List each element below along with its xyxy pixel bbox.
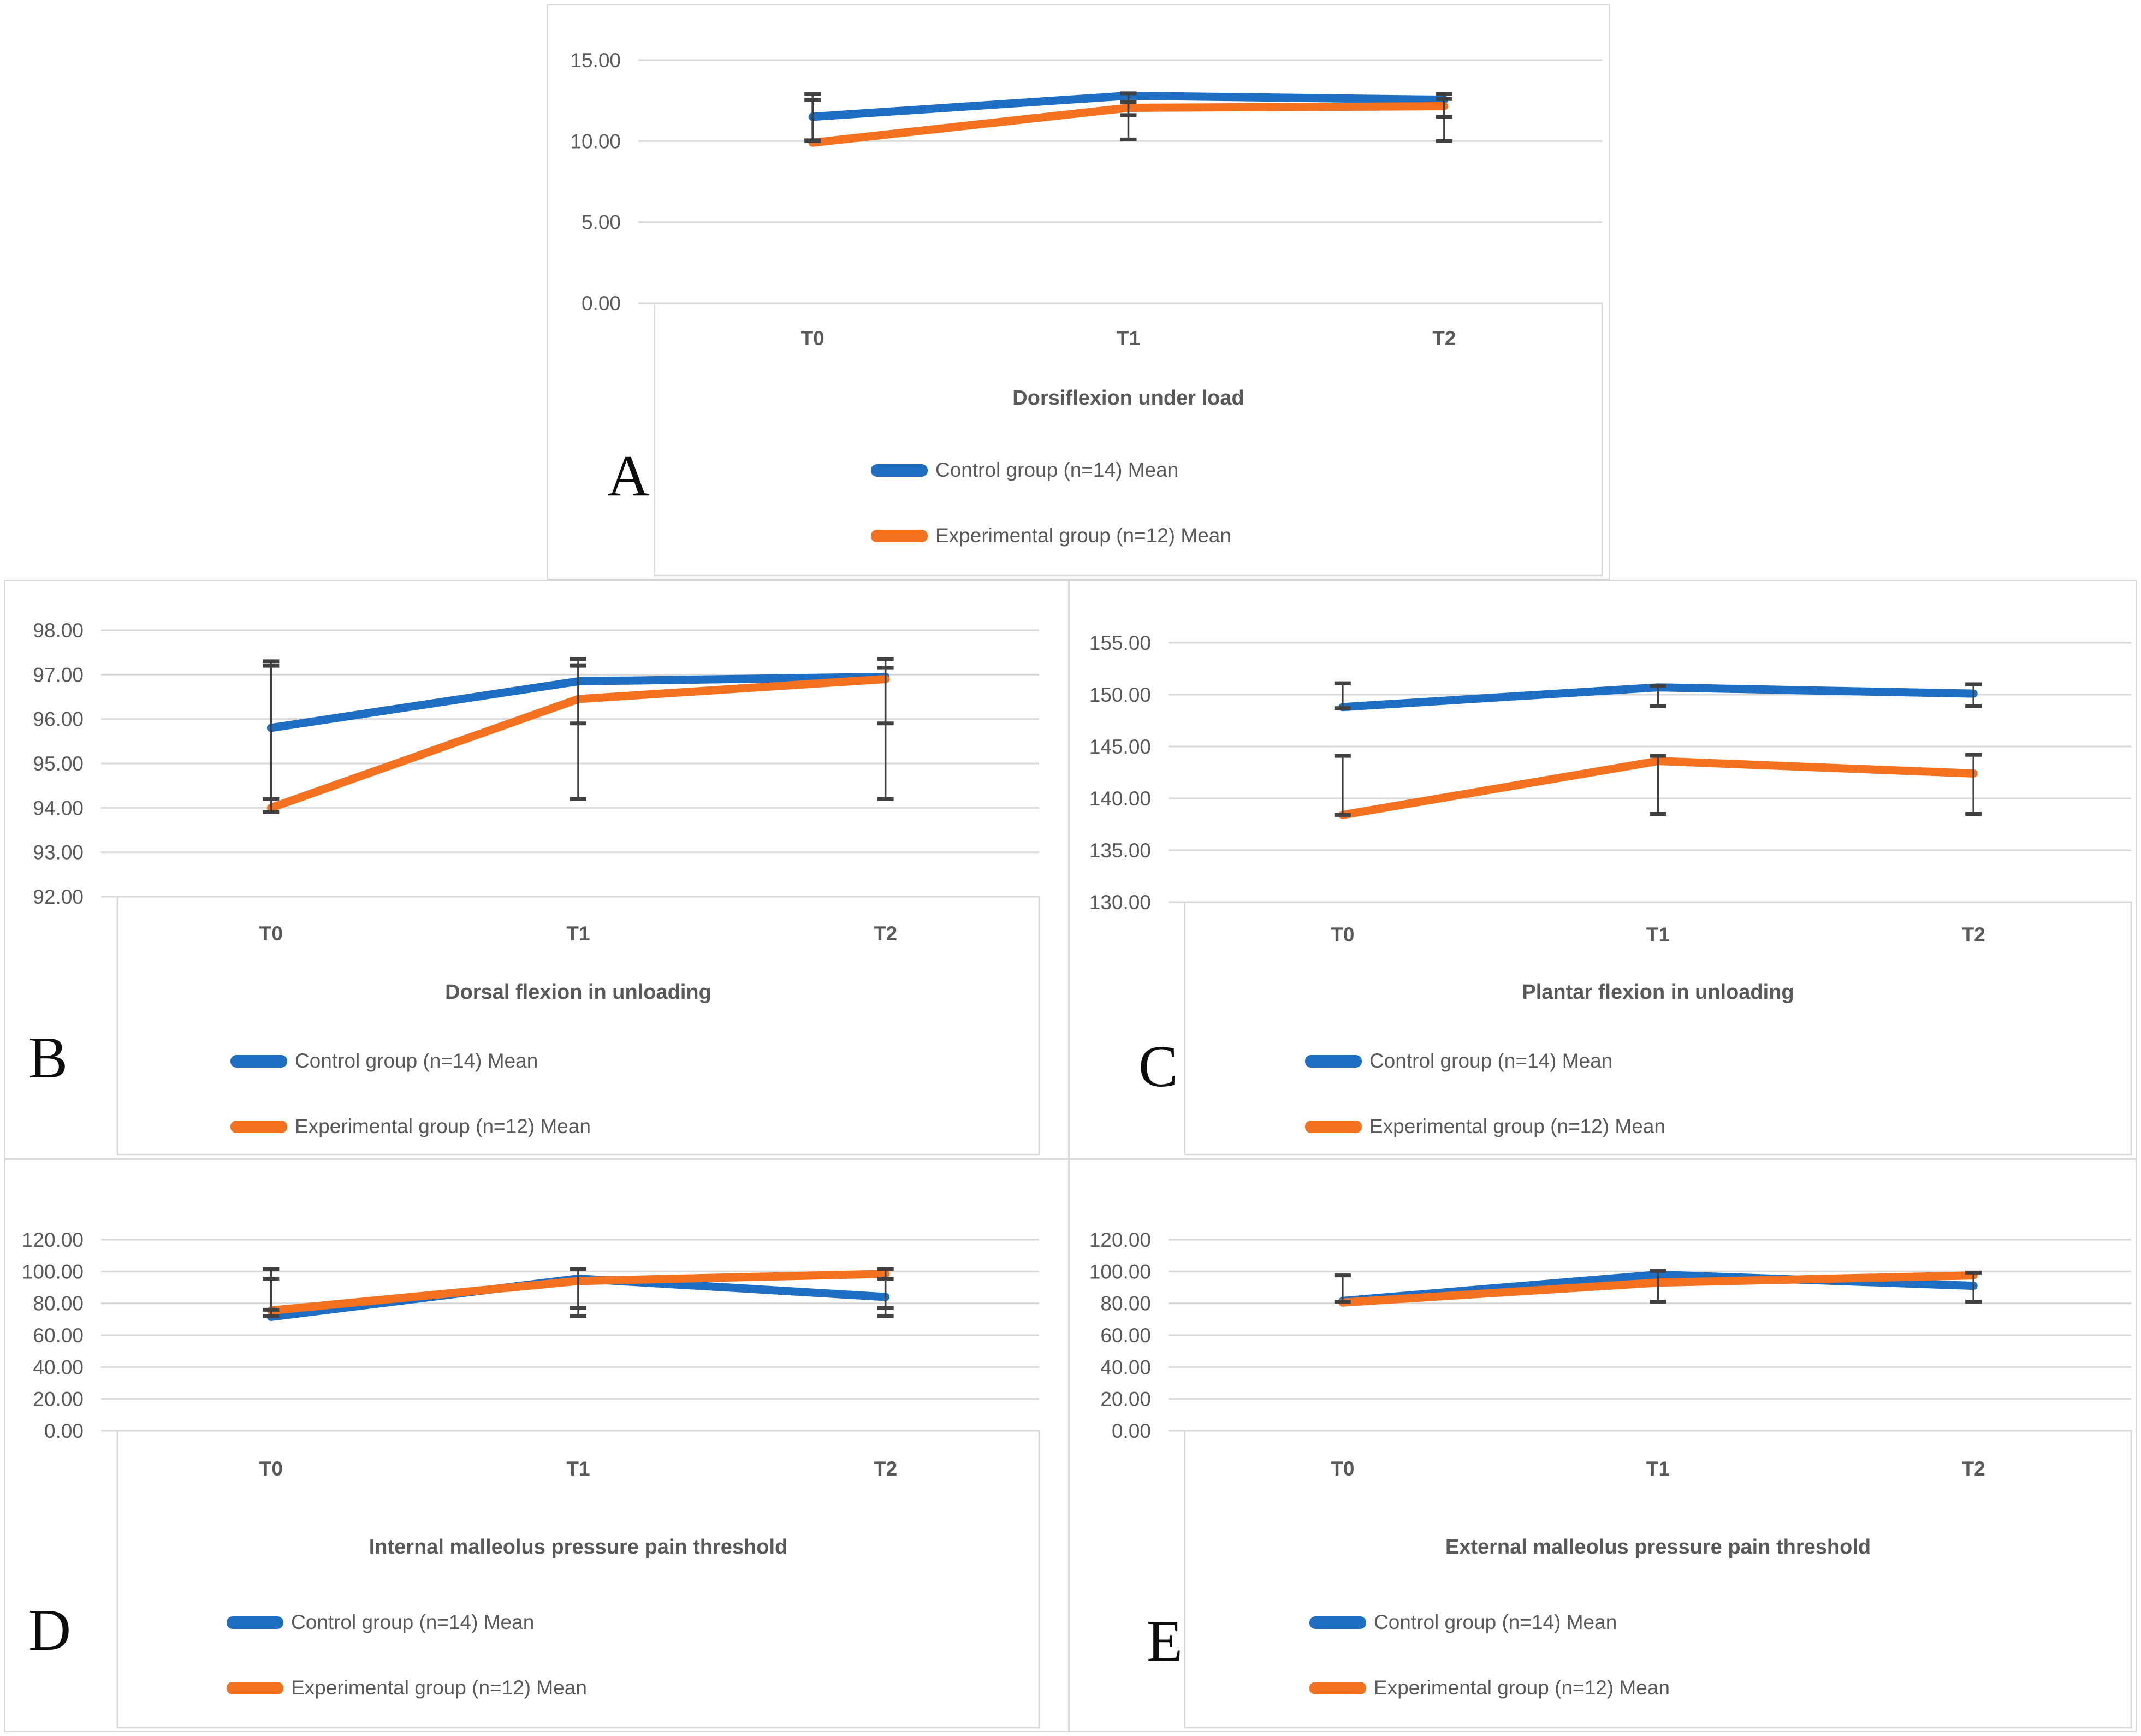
chart-title: External malleolus pressure pain thresho… [1445, 1536, 1871, 1559]
legend-item-control: Control group (n=14) Mean [230, 1050, 538, 1073]
chart-title: Dorsiflexion under load [1012, 387, 1244, 410]
svg-text:40.00: 40.00 [1100, 1356, 1151, 1378]
experimental-series-swatch-icon [227, 1681, 283, 1694]
svg-text:T0: T0 [259, 1457, 283, 1480]
svg-text:T1: T1 [566, 1457, 590, 1480]
svg-text:130.00: 130.00 [1089, 891, 1151, 914]
chart-title: Plantar flexion in unloading [1522, 981, 1794, 1004]
svg-text:T2: T2 [1962, 923, 1985, 946]
svg-text:140.00: 140.00 [1089, 787, 1151, 810]
legend-label: Experimental group (n=12) Mean [1374, 1676, 1670, 1699]
experimental-series-swatch-icon [230, 1120, 287, 1133]
legend-item-control: Control group (n=14) Mean [1305, 1050, 1612, 1073]
chart-panel-dorsiflexion-under-load: 0.00 5.00 10.00 15.00 T0 T1 T2 Dorsiflexion un… [547, 4, 1610, 580]
svg-text:97.00: 97.00 [33, 663, 84, 686]
legend-item-experimental: Experimental group (n=12) Mean [227, 1676, 587, 1699]
svg-text:135.00: 135.00 [1089, 839, 1151, 862]
svg-text:120.00: 120.00 [22, 1229, 84, 1251]
svg-text:93.00: 93.00 [33, 842, 84, 864]
legend-item-control: Control group (n=14) Mean [1309, 1611, 1617, 1634]
chart-panel-dorsal-flexion-in-unloading: 92.00 93.00 94.00 95.00 96.00 97.00 98.00 T0 T1 T… [4, 580, 1069, 1159]
svg-text:80.00: 80.00 [1100, 1293, 1151, 1315]
svg-text:120.00: 120.00 [1089, 1229, 1151, 1251]
legend-label: Control group (n=14) Mean [935, 459, 1179, 481]
svg-text:100.00: 100.00 [22, 1260, 84, 1283]
svg-text:5.00: 5.00 [582, 211, 621, 234]
legend-item-experimental: Experimental group (n=12) Mean [1309, 1676, 1670, 1699]
panel-letter: B [28, 1026, 68, 1091]
chart-panel-internal-malleolus-pressure-pain-threshold: 0.00 20.00 40.00 60.00 80.00 100.00 120.00 T0 T1… [4, 1159, 1069, 1732]
svg-text:145.00: 145.00 [1089, 736, 1151, 758]
svg-text:T2: T2 [874, 922, 897, 945]
legend-label: Experimental group (n=12) Mean [295, 1115, 591, 1137]
panel-letter: E [1147, 1609, 1183, 1674]
svg-text:T1: T1 [1646, 1457, 1670, 1480]
legend-item-experimental: Experimental group (n=12) Mean [871, 524, 1231, 547]
panel-letter: A [607, 443, 650, 508]
svg-text:0.00: 0.00 [582, 292, 621, 315]
legend-label: Control group (n=14) Mean [1369, 1050, 1613, 1072]
experimental-series-swatch-icon [871, 529, 928, 542]
svg-text:15.00: 15.00 [570, 49, 621, 72]
panel-letter: D [28, 1598, 71, 1663]
svg-text:96.00: 96.00 [33, 708, 84, 731]
svg-text:T2: T2 [1432, 327, 1456, 349]
svg-text:T1: T1 [1646, 923, 1670, 946]
legend-label: Experimental group (n=12) Mean [291, 1676, 587, 1699]
svg-text:60.00: 60.00 [1100, 1324, 1151, 1347]
svg-text:60.00: 60.00 [33, 1324, 84, 1347]
svg-text:80.00: 80.00 [33, 1293, 84, 1315]
line-chart-dorsiflexion-under-load: 0.00 5.00 10.00 15.00 T0 T1 T2 [570, 49, 1603, 577]
panel-letter: C [1138, 1034, 1178, 1099]
svg-text:92.00: 92.00 [33, 886, 84, 908]
line-chart-internal-malleolus: 0.00 20.00 40.00 60.00 80.00 100.00 120.00 T0 T1… [22, 1229, 1040, 1729]
legend-item-experimental: Experimental group (n=12) Mean [1305, 1115, 1665, 1138]
svg-text:0.00: 0.00 [44, 1420, 84, 1442]
svg-text:20.00: 20.00 [33, 1388, 84, 1411]
experimental-series-swatch-icon [1309, 1681, 1366, 1694]
chart-title: Internal malleolus pressure pain thresho… [369, 1536, 788, 1559]
control-series-swatch-icon [871, 464, 928, 477]
chart-title: Dorsal flexion in unloading [445, 981, 711, 1004]
control-series-swatch-icon [227, 1616, 283, 1629]
svg-text:T0: T0 [259, 922, 283, 945]
legend-label: Experimental group (n=12) Mean [935, 524, 1231, 547]
svg-text:10.00: 10.00 [570, 130, 621, 152]
chart-panel-external-malleolus-pressure-pain-threshold: 0.00 20.00 40.00 60.00 80.00 100.00 120.00 T0 T1… [1069, 1159, 2137, 1732]
legend-label: Control group (n=14) Mean [1374, 1611, 1617, 1633]
legend-label: Control group (n=14) Mean [295, 1050, 538, 1072]
experimental-series-swatch-icon [1305, 1120, 1362, 1133]
svg-text:0.00: 0.00 [1112, 1420, 1151, 1442]
svg-text:T0: T0 [801, 327, 825, 349]
chart-panel-plantar-flexion-in-unloading: 130.00 135.00 140.00 145.00 150.00 155.00 T0 T1… [1069, 580, 2137, 1159]
legend-item-experimental: Experimental group (n=12) Mean [230, 1115, 591, 1138]
control-series-swatch-icon [1305, 1054, 1362, 1068]
svg-text:T0: T0 [1331, 1457, 1354, 1480]
svg-text:T1: T1 [566, 922, 590, 945]
svg-text:95.00: 95.00 [33, 753, 84, 775]
svg-text:94.00: 94.00 [33, 797, 84, 819]
legend-item-control: Control group (n=14) Mean [227, 1611, 534, 1634]
svg-text:40.00: 40.00 [33, 1356, 84, 1378]
control-series-swatch-icon [1309, 1616, 1366, 1629]
control-series-swatch-icon [230, 1054, 287, 1068]
svg-text:T0: T0 [1331, 923, 1354, 946]
line-chart-external-malleolus: 0.00 20.00 40.00 60.00 80.00 100.00 120.00 T0 T1… [1089, 1229, 2132, 1729]
svg-text:98.00: 98.00 [33, 619, 84, 642]
svg-text:T2: T2 [874, 1457, 897, 1480]
svg-text:150.00: 150.00 [1089, 684, 1151, 706]
legend-item-control: Control group (n=14) Mean [871, 459, 1178, 482]
svg-text:100.00: 100.00 [1089, 1260, 1151, 1283]
line-chart-plantar-flexion-in-unloading: 130.00 135.00 140.00 145.00 150.00 155.00 T0 T1… [1089, 632, 2132, 1156]
legend-label: Experimental group (n=12) Mean [1369, 1115, 1665, 1137]
line-chart-dorsal-flexion-in-unloading: 92.00 93.00 94.00 95.00 96.00 97.00 98.00 T0 T1 T… [33, 619, 1040, 1156]
svg-text:155.00: 155.00 [1089, 632, 1151, 654]
svg-text:20.00: 20.00 [1100, 1388, 1151, 1411]
svg-text:T2: T2 [1962, 1457, 1985, 1480]
legend-label: Control group (n=14) Mean [291, 1611, 535, 1633]
svg-text:T1: T1 [1117, 327, 1140, 349]
